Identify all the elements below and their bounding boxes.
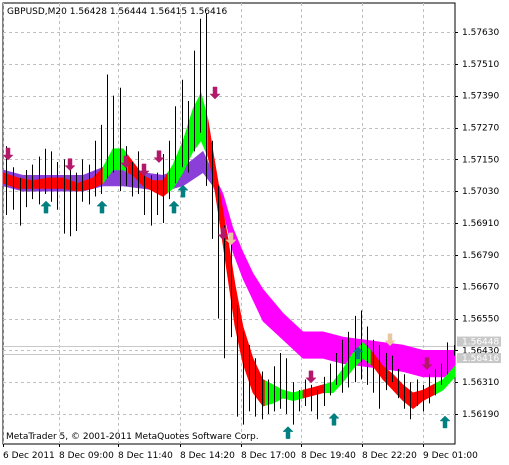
last-price-label: 1.56416 (462, 354, 499, 364)
x-tick-label: 8 Dec 11:40 (118, 451, 173, 461)
x-tick-label: 8 Dec 17:00 (241, 451, 296, 461)
sell-arrow (209, 86, 221, 100)
time-axis: 6 Dec 2011 8 Dec 09:00 8 Dec 11:40 8 Dec 14… (3, 444, 478, 461)
sell-arrow (225, 232, 237, 246)
x-tick-label: 8 Dec 19:40 (301, 451, 356, 461)
buy-arrow (328, 412, 340, 426)
x-tick-label: 6 Dec 2011 (3, 451, 55, 461)
x-tick-label: 8 Dec 22:20 (362, 451, 417, 461)
y-tick-label: 1.57030 (462, 187, 499, 197)
y-tick-label: 1.56910 (462, 219, 499, 229)
copyright-footer: MetaTrader 5, © 2001-2011 MetaQuotes Sof… (6, 432, 259, 442)
chart-title: GBPUSD,M20 1.56428 1.56444 1.56415 1.564… (7, 7, 227, 17)
x-tick-label: 8 Dec 14:20 (180, 451, 235, 461)
sell-arrow (138, 163, 150, 177)
y-tick-label: 1.56190 (462, 410, 499, 420)
y-tick-label: 1.57270 (462, 124, 499, 134)
sell-arrow (2, 147, 14, 161)
sell-arrow (421, 357, 433, 370)
x-tick-label: 8 Dec 09:00 (59, 451, 114, 461)
buy-arrow (96, 200, 108, 214)
price-bars (6, 13, 455, 425)
x-tick-label: 9 Dec 01:00 (423, 451, 478, 461)
sell-arrow (64, 158, 76, 171)
sell-arrow (305, 370, 317, 384)
buy-arrow (352, 346, 364, 360)
bid-price-label: 1.56448 (462, 338, 499, 348)
y-tick-label: 1.57390 (462, 92, 499, 102)
sell-arrow (384, 333, 396, 347)
buy-arrow (282, 426, 294, 439)
y-tick-label: 1.57150 (462, 155, 499, 165)
buy-arrow (40, 200, 52, 214)
signal-arrows (2, 86, 451, 439)
y-tick-label: 1.56430 (462, 346, 499, 356)
price-axis: 1.57630 1.57510 1.57390 1.57270 1.57150 1.570… (455, 28, 501, 420)
buy-arrow (439, 415, 451, 429)
y-tick-label: 1.56550 (462, 315, 499, 325)
buy-arrow (168, 200, 180, 214)
bid-price-label-bg (457, 336, 501, 347)
y-tick-label: 1.56670 (462, 283, 499, 293)
y-tick-label: 1.56310 (462, 378, 499, 388)
y-tick-label: 1.57630 (462, 28, 499, 38)
sell-arrow (153, 150, 165, 164)
sell-arrow (217, 227, 229, 240)
last-price-label-bg (457, 353, 501, 364)
sell-arrow (120, 155, 132, 169)
y-tick-label: 1.57510 (462, 60, 499, 70)
buy-arrow (177, 184, 189, 198)
y-tick-label: 1.56790 (462, 251, 499, 261)
